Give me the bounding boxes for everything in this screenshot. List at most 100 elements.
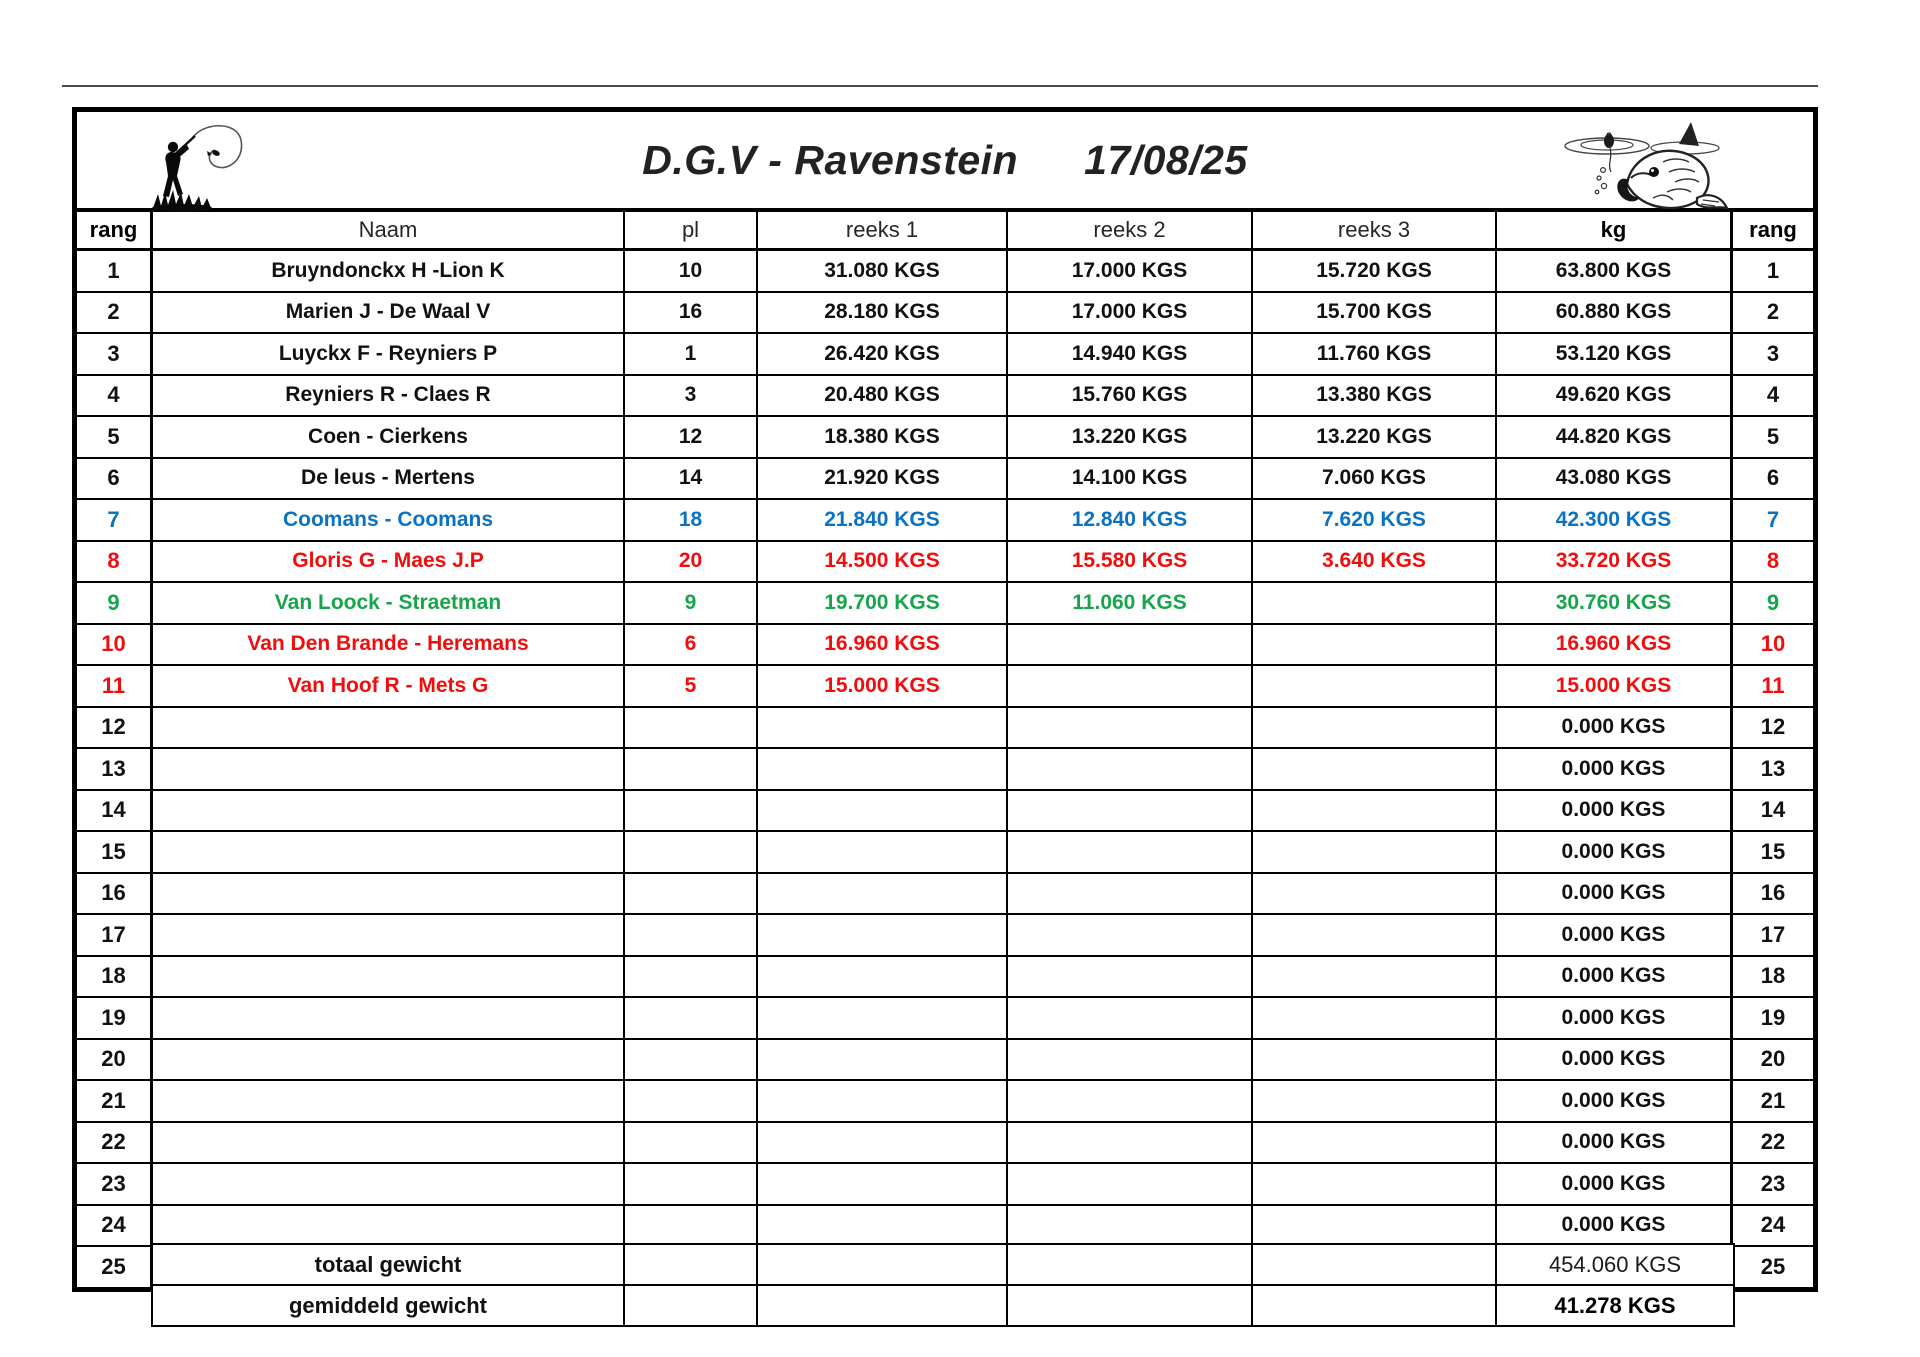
rank-left-cell: 15 <box>77 832 153 872</box>
rank-right-cell: 19 <box>1760 1004 1786 1030</box>
reeks1-cell <box>758 1039 1008 1079</box>
reeks1-cell: 16.960 KGS <box>758 624 1008 664</box>
reeks1-cell: 15.000 KGS <box>758 666 1008 706</box>
fisherman-icon <box>149 120 259 212</box>
reeks2-cell: 11.060 KGS <box>1008 583 1253 623</box>
rank-right-cell: 13 <box>1760 755 1786 781</box>
pl-cell <box>625 915 758 955</box>
reeks1-cell: 14.500 KGS <box>758 541 1008 581</box>
table-row: 1 Bruyndonckx H -Lion K 10 31.080 KGS 17… <box>77 251 1813 293</box>
kg-cell: 49.620 KGS <box>1497 375 1733 415</box>
rank-right-cell: 1 <box>1766 257 1780 283</box>
kg-cell: 0.000 KGS <box>1497 1205 1733 1245</box>
kg-cell: 0.000 KGS <box>1497 749 1733 789</box>
reeks3-cell <box>1253 956 1497 996</box>
reeks2-cell <box>1008 998 1253 1038</box>
reeks2-cell: 17.000 KGS <box>1008 292 1253 332</box>
reeks2-cell <box>1008 1039 1253 1079</box>
reeks3-cell <box>1253 832 1497 872</box>
reeks1-cell: 31.080 KGS <box>758 251 1008 291</box>
naam-cell: Van Loock - Straetman <box>153 583 625 623</box>
naam-cell: Marien J - De Waal V <box>153 292 625 332</box>
reeks3-cell: 7.060 KGS <box>1253 458 1497 498</box>
reeks2-cell <box>1008 1205 1253 1245</box>
pl-cell: 3 <box>625 375 758 415</box>
rank-right-cell: 7 <box>1766 506 1780 532</box>
kg-cell: 0.000 KGS <box>1497 832 1733 872</box>
rank-left-cell: 22 <box>77 1122 153 1162</box>
kg-cell: 15.000 KGS <box>1497 666 1733 706</box>
table-row: 5 Coen - Cierkens 12 18.380 KGS 13.220 K… <box>77 417 1813 459</box>
reeks3-cell <box>1253 707 1497 747</box>
pl-cell <box>625 1205 758 1245</box>
reeks1-cell: 21.840 KGS <box>758 500 1008 540</box>
reeks2-cell: 12.840 KGS <box>1008 500 1253 540</box>
reeks2-cell <box>1008 790 1253 830</box>
naam-cell: De leus - Mertens <box>153 458 625 498</box>
reeks1-cell: 28.180 KGS <box>758 292 1008 332</box>
pl-cell: 10 <box>625 251 758 291</box>
rank-right-cell: 10 <box>1760 631 1786 657</box>
reeks1-cell <box>758 1081 1008 1121</box>
pl-cell: 6 <box>625 624 758 664</box>
reeks3-cell: 15.700 KGS <box>1253 292 1497 332</box>
rank-left-cell: 10 <box>77 624 153 664</box>
empty-cell <box>758 1245 1008 1284</box>
reeks2-cell <box>1008 749 1253 789</box>
kg-cell: 42.300 KGS <box>1497 500 1733 540</box>
rank-right-cell: 20 <box>1760 1046 1786 1072</box>
reeks1-cell: 20.480 KGS <box>758 375 1008 415</box>
reeks1-cell: 26.420 KGS <box>758 334 1008 374</box>
kg-cell: 0.000 KGS <box>1497 1164 1733 1204</box>
reeks1-cell: 19.700 KGS <box>758 583 1008 623</box>
reeks2-cell: 15.760 KGS <box>1008 375 1253 415</box>
kg-cell: 30.760 KGS <box>1497 583 1733 623</box>
header-reeks3: reeks 3 <box>1253 212 1497 248</box>
reeks3-cell <box>1253 1122 1497 1162</box>
reeks1-cell <box>758 915 1008 955</box>
rank-left-cell: 13 <box>77 749 153 789</box>
naam-cell: Reyniers R - Claes R <box>153 375 625 415</box>
reeks3-cell <box>1253 583 1497 623</box>
kg-cell: 0.000 KGS <box>1497 956 1733 996</box>
gemiddeld-row: gemiddeld gewicht 41.278 KGS <box>153 1286 1733 1325</box>
reeks1-cell <box>758 956 1008 996</box>
reeks1-cell <box>758 790 1008 830</box>
rank-left-cell: 20 <box>77 1039 153 1079</box>
pl-cell <box>625 790 758 830</box>
rank-left-cell: 9 <box>77 583 153 623</box>
rank-left-cell: 11 <box>77 666 153 706</box>
header-rang-right: rang <box>1749 217 1797 242</box>
naam-cell <box>153 790 625 830</box>
rank-right-cell: 9 <box>1766 589 1780 615</box>
table-row: 15 0.000 KGS 15 <box>77 832 1813 874</box>
table-row: 9 Van Loock - Straetman 9 19.700 KGS 11.… <box>77 583 1813 625</box>
empty-cell <box>1253 1245 1497 1284</box>
table-row: 10 Van Den Brande - Heremans 6 16.960 KG… <box>77 624 1813 666</box>
kg-cell: 63.800 KGS <box>1497 251 1733 291</box>
naam-cell <box>153 832 625 872</box>
header-naam: Naam <box>153 212 625 248</box>
table-footer: totaal gewicht 454.060 KGS gemiddeld gew… <box>151 1243 1735 1327</box>
naam-cell <box>153 1164 625 1204</box>
reeks3-cell: 13.220 KGS <box>1253 417 1497 457</box>
rank-left-cell: 12 <box>77 707 153 747</box>
reeks3-cell <box>1253 1164 1497 1204</box>
naam-cell: Luyckx F - Reyniers P <box>153 334 625 374</box>
reeks1-cell <box>758 873 1008 913</box>
reeks1-cell <box>758 1205 1008 1245</box>
rank-left-cell: 21 <box>77 1081 153 1121</box>
kg-cell: 0.000 KGS <box>1497 707 1733 747</box>
pl-cell <box>625 1081 758 1121</box>
rank-right-cell: 2 <box>1766 299 1780 325</box>
reeks3-cell <box>1253 915 1497 955</box>
gemiddeld-label: gemiddeld gewicht <box>153 1286 625 1325</box>
naam-cell: Coen - Cierkens <box>153 417 625 457</box>
reeks1-cell <box>758 707 1008 747</box>
rank-right-cell: 22 <box>1760 1129 1786 1155</box>
table-row: 21 0.000 KGS 21 <box>77 1081 1813 1123</box>
kg-cell: 0.000 KGS <box>1497 915 1733 955</box>
pl-cell: 12 <box>625 417 758 457</box>
pl-cell: 16 <box>625 292 758 332</box>
empty-cell <box>758 1286 1008 1325</box>
